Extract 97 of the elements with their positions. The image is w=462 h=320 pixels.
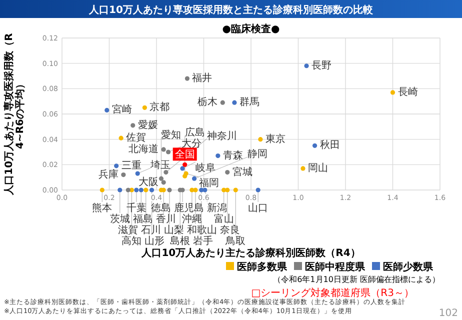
point: [114, 164, 119, 168]
legend-label: 医師中程度県: [305, 261, 366, 273]
data-label: 島根: [170, 235, 190, 247]
data-label: 岩手: [193, 235, 214, 247]
point: [138, 188, 144, 192]
data-label: 沖縄: [182, 213, 202, 225]
point: [258, 137, 263, 142]
data-label: 和歌山: [187, 224, 218, 236]
x-axis-title: 人口10万人あたり主たる診療科別医師数（R4）: [140, 247, 360, 259]
point: [118, 188, 122, 192]
point: [167, 188, 172, 192]
point: [390, 90, 396, 95]
data-label: 奈良: [220, 224, 240, 236]
data-label: 熊本: [92, 202, 112, 214]
point: [126, 188, 130, 192]
point: [135, 171, 140, 176]
data-label: 北海道: [128, 142, 159, 155]
point: [225, 170, 230, 175]
data-label: 秋田: [320, 139, 340, 152]
data-label: 新潟: [207, 202, 228, 214]
data-label: 岐阜: [195, 162, 216, 174]
point: [166, 150, 171, 154]
point: [232, 100, 237, 105]
text: （令和6年1月10日更新 医師偏在指標による）: [273, 275, 440, 284]
data-label: 埼玉: [150, 159, 171, 172]
point: [158, 176, 164, 181]
point: [304, 64, 309, 68]
data-label: 岡山: [308, 162, 328, 174]
data-label: 鳥取: [224, 235, 246, 247]
point: [149, 188, 154, 192]
data-label: 福岡: [199, 177, 220, 190]
point: [192, 176, 197, 181]
data-label: 茨城: [110, 213, 130, 225]
data-label: 京都: [150, 101, 170, 114]
data-label: 長崎: [398, 86, 418, 98]
legend-label: 医師多数県: [237, 261, 288, 273]
text: □シーリング対象都道府県（R3～）: [251, 287, 414, 299]
data-label: 山形: [144, 235, 165, 247]
point: [130, 123, 136, 128]
data-label: 宮崎: [112, 104, 132, 116]
data-label: 宮城: [232, 166, 252, 178]
point: [184, 76, 190, 81]
chart-title: 人口10万人あたり専攻医採用数と主たる診療科別医師数の比較: [88, 4, 374, 16]
data-label: 山口: [248, 202, 268, 214]
point: [118, 136, 124, 140]
point: [142, 105, 147, 110]
point: [300, 166, 306, 171]
point: [164, 170, 168, 175]
data-label: 三重: [121, 159, 142, 172]
point: [144, 188, 148, 192]
point: [193, 188, 198, 192]
data-label: 鹿児島: [174, 202, 204, 214]
point: [104, 108, 110, 112]
chart-subtitle: ●臨床検査●: [222, 23, 280, 35]
point: [180, 166, 185, 171]
y-axis-title: 人口10万人あたり専攻医採用数（R4~R6の平均）: [3, 32, 26, 196]
data-label: 千葉: [126, 202, 146, 214]
data-label: 石川: [141, 224, 162, 236]
data-label: 静岡: [247, 148, 268, 160]
data-label: 神奈川: [206, 130, 237, 142]
data-label: 群馬: [239, 96, 260, 108]
data-label: 長野: [312, 60, 332, 72]
data-label: 徳島: [151, 202, 172, 214]
legend-label: 医師少数県: [383, 261, 434, 273]
data-label: 栃木: [198, 96, 218, 108]
point: [161, 180, 166, 185]
data-label: 福島: [132, 213, 153, 225]
data-label: 大分: [181, 138, 202, 150]
point: [312, 143, 318, 148]
data-label: 佐賀: [126, 132, 146, 144]
data-label: 富山: [214, 213, 234, 225]
data-label: 東京: [265, 132, 286, 145]
text: 102: [438, 308, 458, 319]
data-label: 山梨: [164, 224, 184, 236]
data-label: 高知: [122, 235, 142, 247]
data-label: 愛知: [161, 129, 182, 142]
data-label: 滋賀: [118, 224, 138, 236]
data-label: 広島: [184, 126, 205, 139]
point: [256, 188, 260, 192]
data-label: 愛媛: [138, 118, 158, 131]
series-label: 全国: [174, 148, 195, 161]
point: [161, 147, 166, 152]
point: [216, 154, 220, 158]
point: [225, 188, 230, 192]
data-label: 福井: [192, 72, 212, 84]
point: [233, 188, 238, 192]
point: [202, 188, 208, 192]
point: [134, 188, 139, 192]
point: [182, 174, 188, 178]
point: [100, 188, 104, 192]
point: [182, 162, 188, 167]
data-label: 兵庫: [98, 168, 118, 180]
point: [121, 172, 126, 178]
data-label: 青森: [222, 149, 243, 162]
point: [220, 100, 225, 105]
data-label: 香川: [156, 213, 176, 225]
data-label: 大阪: [138, 176, 159, 188]
